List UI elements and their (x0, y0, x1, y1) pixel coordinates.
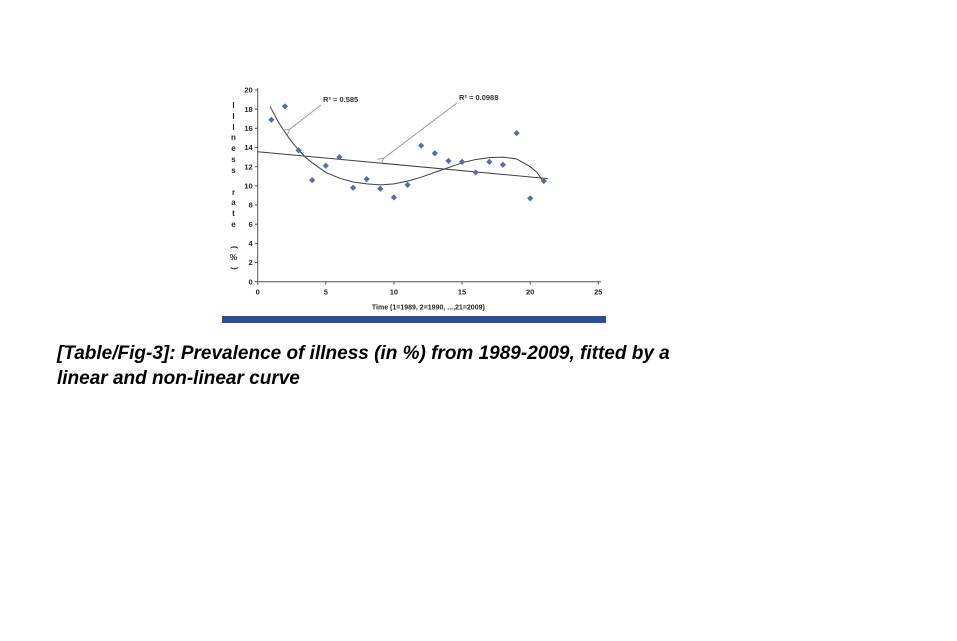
linear-trendline (257, 151, 548, 180)
x-axis-title: Time (1=1989, 2=1990, ...,21=2009) (372, 305, 485, 312)
scatter-point (499, 161, 507, 168)
scatter-point (322, 162, 329, 169)
y-tick-label: 0 (249, 277, 253, 286)
annotation-arrow (290, 104, 322, 129)
y-title-char: s (231, 154, 236, 164)
figure-caption: [Table/Fig-3]: Prevalence of illness (in… (57, 342, 817, 391)
scatter-point (363, 176, 370, 183)
scatter-point (445, 157, 452, 165)
scatter-point (336, 153, 343, 161)
y-title-char: I (232, 101, 235, 110)
x-tick-label: 0 (256, 288, 260, 297)
y-title-char: e (231, 144, 236, 154)
y-tick-label: 4 (249, 239, 254, 248)
y-tick-label: 6 (249, 220, 253, 229)
scatter-point (418, 142, 425, 149)
y-tick-label: 12 (244, 162, 252, 171)
scatter-point (431, 150, 438, 157)
scatter-point (527, 195, 534, 202)
y-title-char: ) (229, 267, 239, 271)
y-tick-label: 8 (249, 201, 253, 210)
x-tick-label: 15 (458, 288, 466, 297)
scatter-point (377, 185, 384, 192)
x-tick-label: 5 (324, 288, 328, 297)
scatter-point (486, 158, 493, 165)
y-title-char: % (229, 252, 238, 262)
x-tick-label: 25 (594, 288, 602, 297)
x-tick-label: 20 (526, 288, 534, 297)
scatter-point (349, 184, 357, 191)
scatter-point (390, 194, 398, 201)
scatter-point (309, 176, 316, 184)
scatter-point (281, 103, 289, 110)
caption-line-2: linear and non-linear curve (57, 367, 300, 389)
scatter-point (472, 169, 479, 176)
poly-trendline (269, 106, 545, 186)
y-title-char: ( (229, 245, 239, 249)
x-tick-label: 10 (390, 288, 398, 297)
y-title-char: n (231, 133, 236, 143)
scatter-point (513, 130, 520, 137)
y-title-char: e (231, 219, 236, 229)
y-tick-label: 16 (244, 124, 252, 133)
y-title-char: l (232, 111, 235, 121)
y-title-char: r (231, 187, 236, 197)
chart-svg: 0 2 4 6 8 10 12 14 16 18 20 0 5 10 15 20 25 Time (1=1989,… (244, 86, 602, 312)
scatter-point (540, 177, 547, 185)
y-title-char: s (231, 165, 236, 175)
scatter-point (404, 181, 411, 188)
annotation-arrow (384, 102, 458, 158)
r-squared-label: R² = 0.0988 (459, 93, 498, 102)
y-tick-label: 18 (244, 105, 252, 114)
y-title-char: l (232, 122, 235, 132)
scatter-point (458, 158, 466, 165)
y-tick-label: 20 (244, 86, 252, 95)
y-title-gap (226, 177, 241, 188)
divider-bar (222, 316, 606, 323)
y-title-char: a (231, 198, 236, 208)
y-tick-label: 10 (244, 181, 252, 190)
y-title-char: t (232, 209, 235, 219)
r-squared-label: R² = 0.585 (323, 95, 358, 104)
scatter-point (268, 116, 275, 123)
y-tick-label: 2 (249, 258, 253, 267)
y-tick-label: 14 (244, 143, 253, 152)
caption-line-1: [Table/Fig-3]: Prevalence of illness (in… (57, 343, 670, 364)
